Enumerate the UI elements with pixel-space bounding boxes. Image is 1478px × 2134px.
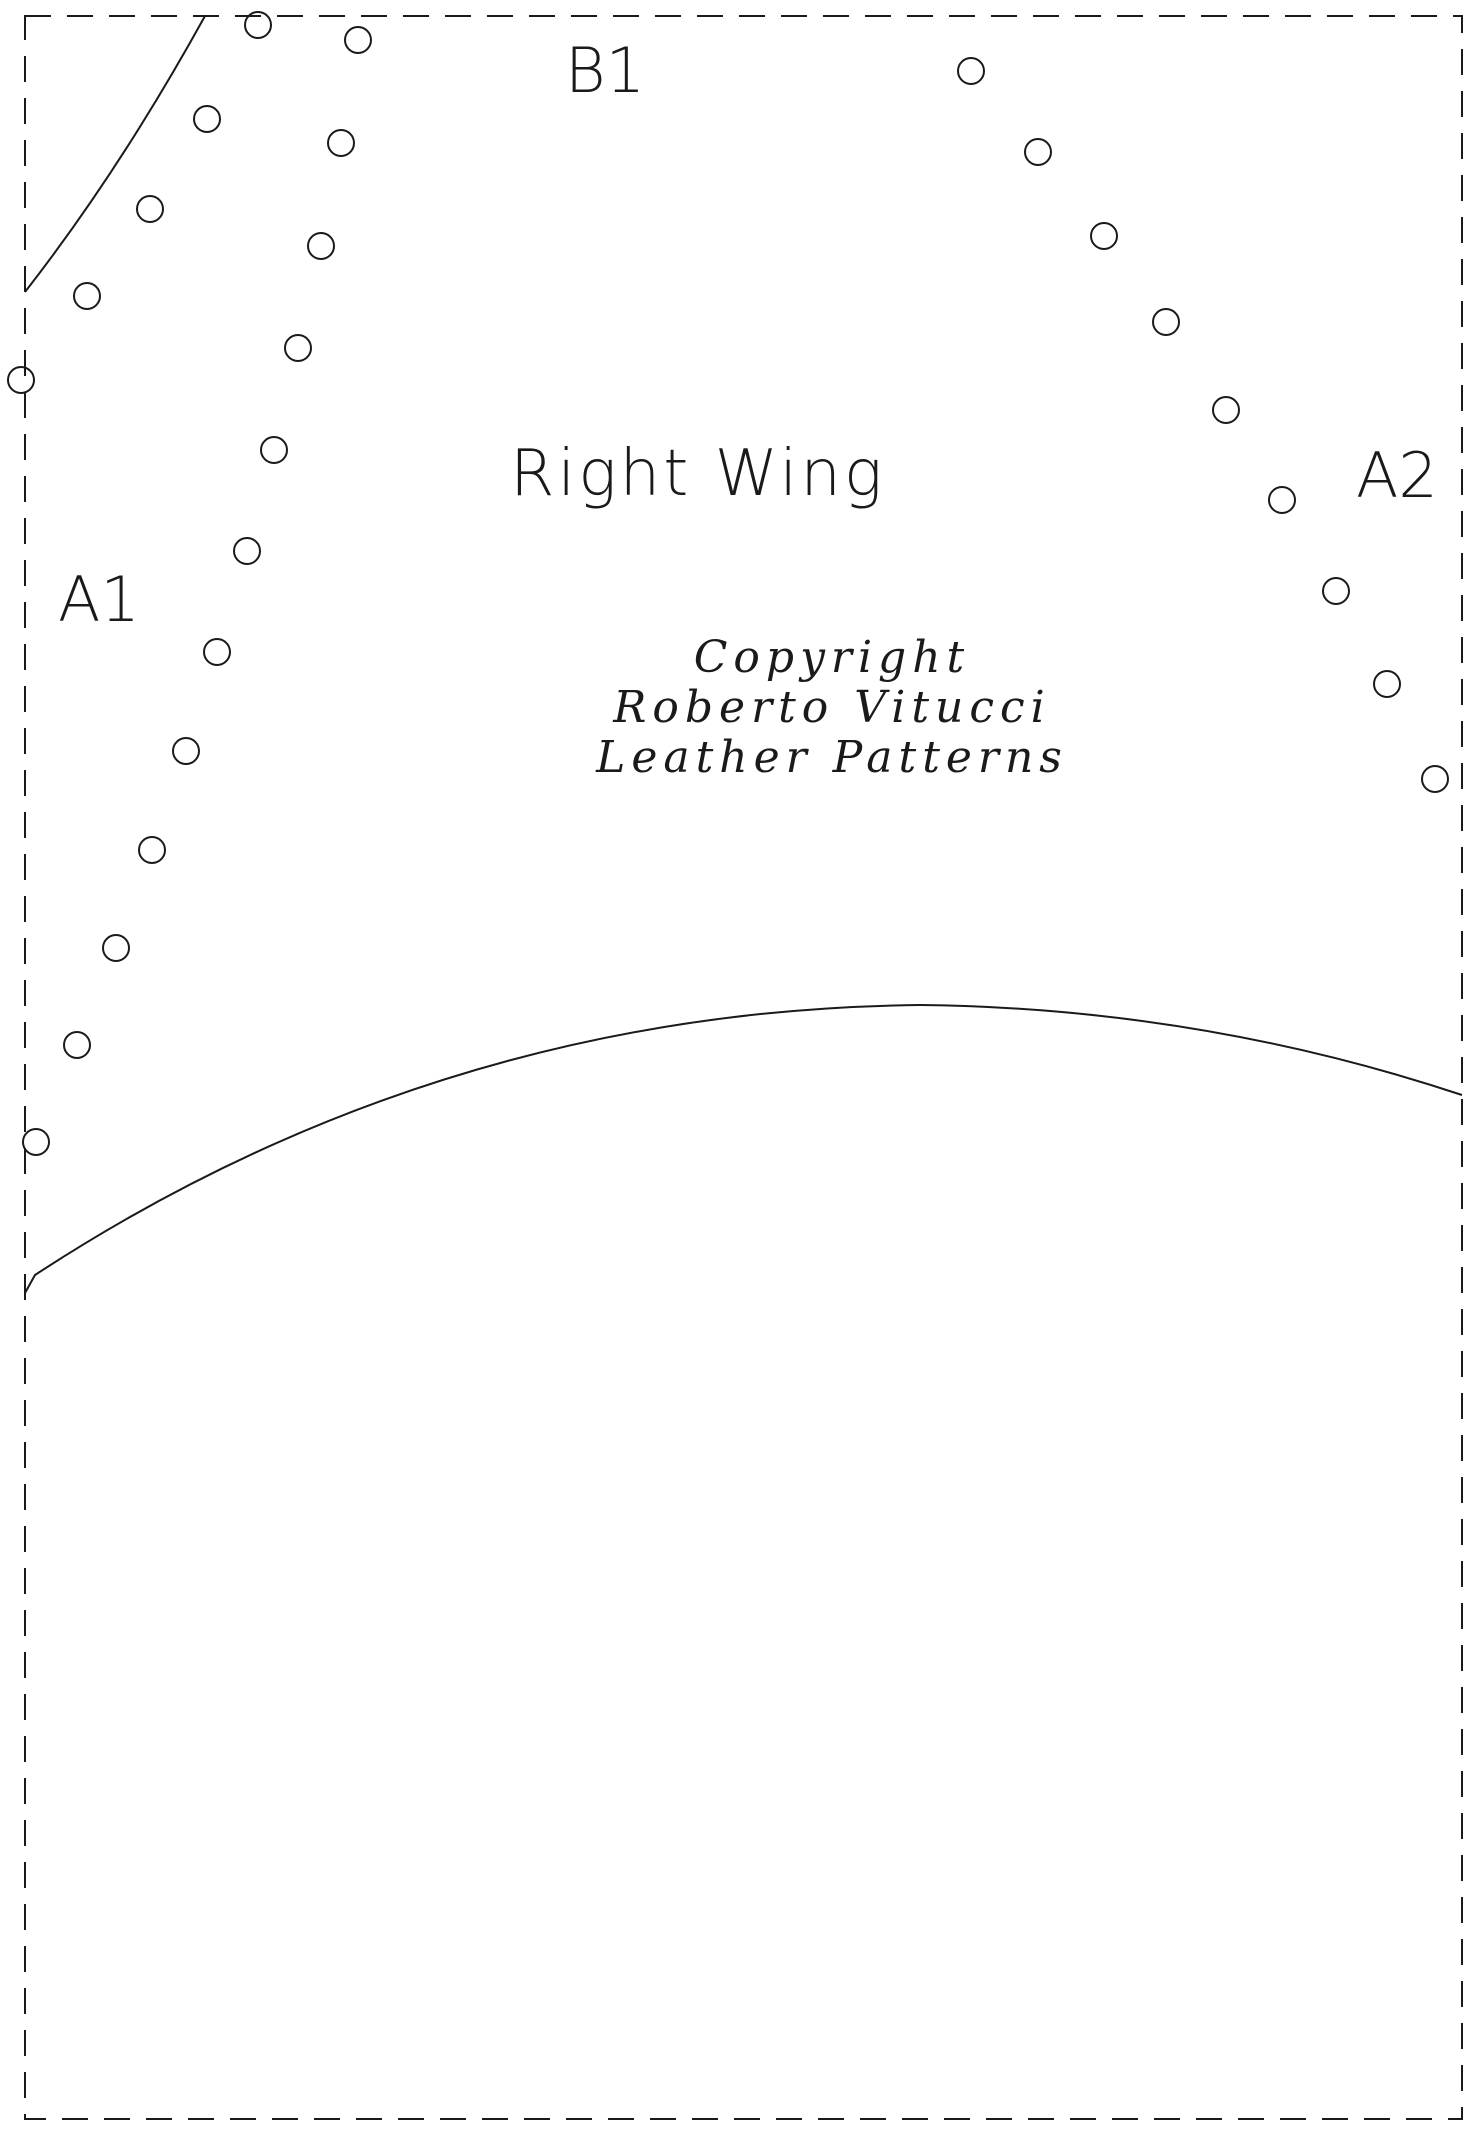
stitch-hole: [1373, 670, 1401, 698]
copyright-line-2: Roberto Vitucci: [612, 682, 1050, 733]
stitch-hole: [244, 11, 272, 39]
stitch-hole: [1152, 308, 1180, 336]
stitch-hole: [1024, 138, 1052, 166]
stitch-hole: [284, 334, 312, 362]
stitch-hole: [1421, 765, 1449, 793]
stitch-hole: [1268, 486, 1296, 514]
marker-a2: A2: [1356, 439, 1438, 512]
stitch-hole: [1212, 396, 1240, 424]
stitch-hole: [203, 638, 231, 666]
stitch-hole: [344, 26, 372, 54]
stitch-hole: [172, 737, 200, 765]
marker-a1: A1: [58, 563, 140, 636]
stitch-row-right: [957, 57, 1449, 793]
stitch-hole: [102, 934, 130, 962]
stitch-hole: [193, 105, 221, 133]
stitch-hole: [233, 537, 261, 565]
stitch-hole: [7, 366, 35, 394]
stitch-hole: [327, 129, 355, 157]
stitch-hole: [138, 836, 166, 864]
stitch-hole: [307, 232, 335, 260]
dashed-border: [24, 15, 1463, 2120]
stitch-hole: [63, 1031, 91, 1059]
stitch-hole: [136, 195, 164, 223]
stitch-row-inner-left: [22, 26, 372, 1156]
stitch-hole: [957, 57, 985, 85]
stitch-row-outer-left: [7, 11, 272, 394]
corner-cut-line: [24, 15, 206, 293]
copyright-line-1: Copyright: [694, 632, 970, 683]
stitch-hole: [1090, 222, 1118, 250]
marker-b1: B1: [565, 34, 645, 107]
copyright-line-3: Leather Patterns: [595, 732, 1068, 783]
stitch-hole: [22, 1128, 50, 1156]
copyright-block: Copyright Roberto Vitucci Leather Patter…: [595, 632, 1068, 783]
stitch-hole: [73, 282, 101, 310]
stitch-hole: [1322, 577, 1350, 605]
wing-arc-cut-line: [24, 1003, 1463, 1294]
stitch-hole: [260, 436, 288, 464]
piece-label: Right Wing: [510, 437, 885, 511]
